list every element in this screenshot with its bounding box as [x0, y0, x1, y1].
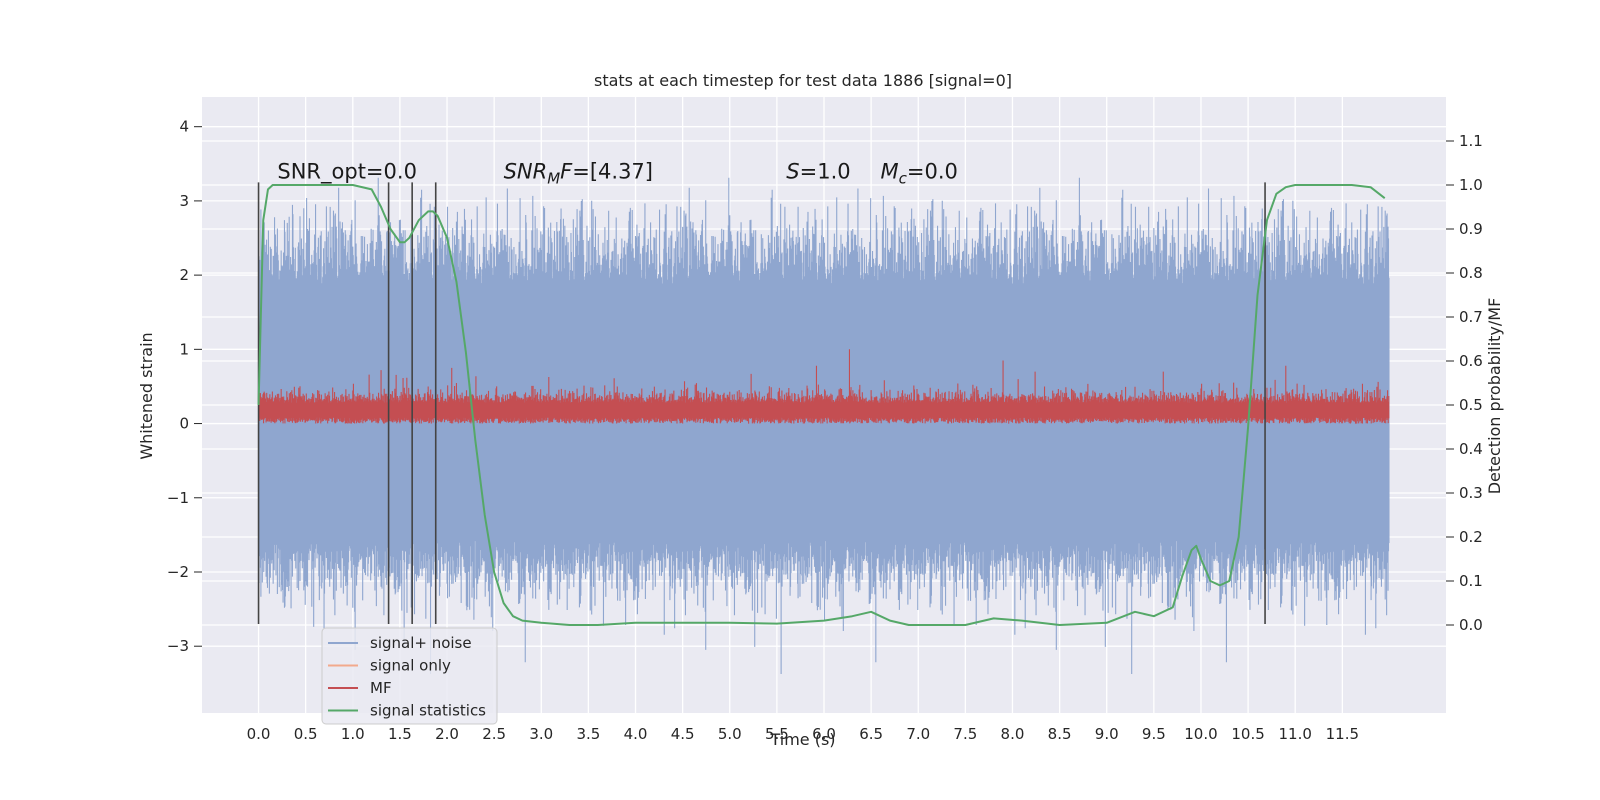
y2-tick-label: 0.6 — [1459, 352, 1483, 370]
y-tick-label: 4 — [179, 118, 189, 136]
y2-tick-label: 0.5 — [1459, 396, 1483, 414]
y2-tick-label: 1.1 — [1459, 132, 1483, 150]
x-tick-label: 10.0 — [1184, 725, 1217, 743]
x-tick-label: 4.5 — [671, 725, 695, 743]
annotation: SNRMF=[4.37] — [504, 160, 653, 188]
x-tick-label: 3.0 — [529, 725, 553, 743]
y2-tick-label: 0.3 — [1459, 484, 1483, 502]
legend-label: MF — [370, 679, 392, 697]
y2-tick-label: 0.7 — [1459, 308, 1483, 326]
y2-tick-label: 0.0 — [1459, 616, 1483, 634]
x-tick-label: 2.5 — [482, 725, 506, 743]
y2-tick-label: 1.0 — [1459, 176, 1483, 194]
legend-label: signal statistics — [370, 702, 486, 720]
plot-content — [257, 177, 1390, 674]
x-tick-label: 4.0 — [624, 725, 648, 743]
y2-tick-labels: 0.0 0.1 0.2 0.3 0.4 0.5 0.6 0.7 0.8 0.9 1.0 1.1 — [1446, 132, 1483, 634]
x-tick-label: 9.0 — [1095, 725, 1119, 743]
annotation: SNR_opt=0.0 — [277, 160, 417, 185]
y-tick-labels: −3 −2 −1 0 1 2 3 4 — [167, 118, 202, 655]
x-tick-label: 6.0 — [812, 725, 836, 743]
x-tick-label: 6.5 — [859, 725, 883, 743]
legend-box — [321, 627, 498, 725]
annotation: Mc=0.0 — [881, 160, 958, 188]
y2-axis-label: Detection probability/MF — [1485, 298, 1504, 495]
y-tick-label: 1 — [179, 340, 189, 358]
x-tick-label: 5.0 — [718, 725, 742, 743]
y-tick-label: −2 — [167, 563, 189, 581]
x-tick-label: 8.0 — [1001, 725, 1025, 743]
chart-title: stats at each timestep for test data 188… — [594, 71, 1012, 90]
annotation: S=1.0 — [786, 160, 850, 184]
x-tick-label: 3.5 — [576, 725, 600, 743]
y2-tick-label: 0.1 — [1459, 572, 1483, 590]
legend-label: signal only — [370, 657, 451, 675]
x-tick-label: 10.5 — [1231, 725, 1264, 743]
y-tick-label: −1 — [167, 489, 189, 507]
x-tick-label: 1.5 — [388, 725, 412, 743]
x-tick-label: 0.5 — [294, 725, 318, 743]
y2-tick-label: 0.9 — [1459, 220, 1483, 238]
x-tick-label: 2.0 — [435, 725, 459, 743]
y-tick-label: 2 — [179, 266, 189, 284]
x-axis-label: Time (s) — [769, 730, 835, 749]
legend-label: signal+ noise — [370, 634, 472, 652]
x-tick-label: 1.0 — [341, 725, 365, 743]
x-tick-label: 5.5 — [765, 725, 789, 743]
y-tick-label: −3 — [167, 637, 189, 655]
x-tick-label: 7.0 — [906, 725, 930, 743]
x-tick-label: 11.5 — [1326, 725, 1359, 743]
x-tick-label: 7.5 — [953, 725, 977, 743]
y-tick-label: 0 — [179, 415, 189, 433]
x-tick-label: 0.0 — [247, 725, 271, 743]
legend: signal+ noise signal only MF signal statist… — [321, 627, 498, 725]
annotations: SNR_opt=0.0 SNRMF=[4.37] S=1.0 Mc=0.0 — [277, 160, 958, 188]
signal-statistics-line — [257, 184, 1386, 626]
y-tick-label: 3 — [179, 192, 189, 210]
x-tick-label: 11.0 — [1279, 725, 1312, 743]
series-signal-statistics — [257, 184, 1386, 626]
x-tick-label: 9.5 — [1142, 725, 1166, 743]
x-tick-labels: 0.0 0.5 1.0 1.5 2.0 2.5 3.0 3.5 4.0 4.5 5.0 5.5 6.0 6… — [247, 725, 1359, 743]
y2-tick-label: 0.4 — [1459, 440, 1483, 458]
y2-tick-label: 0.8 — [1459, 264, 1483, 282]
y2-tick-label: 0.2 — [1459, 528, 1483, 546]
x-tick-label: 8.5 — [1048, 725, 1072, 743]
y-axis-label: Whitened strain — [137, 332, 156, 459]
